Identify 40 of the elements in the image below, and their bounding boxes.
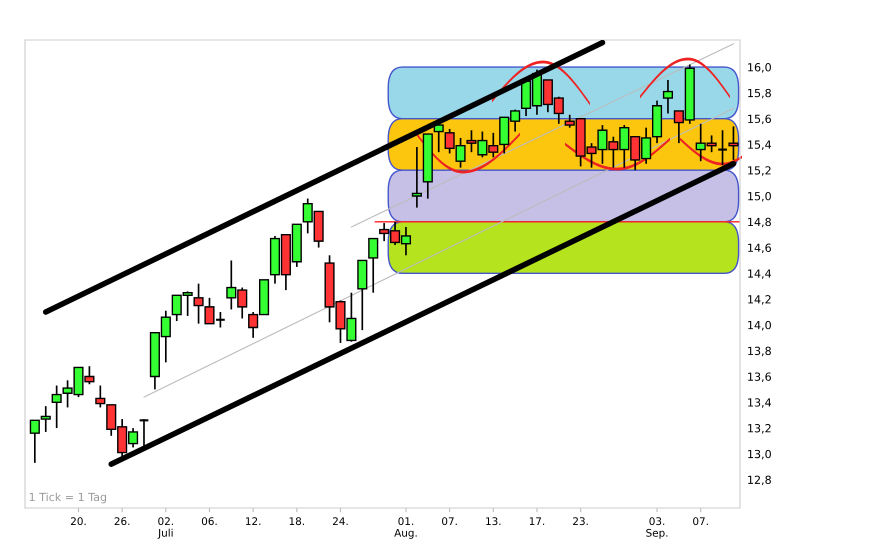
candlestick	[40, 405, 51, 433]
candlestick	[662, 79, 674, 114]
y-tick-label: 13,4	[748, 398, 772, 408]
y-tick-label: 16,0	[748, 63, 771, 73]
y-tick-label: 14,4	[748, 269, 772, 279]
y-tick-label: 13,0	[748, 450, 771, 460]
y-tick-label: 15,6	[748, 114, 771, 124]
y-tick-label: 13,2	[748, 424, 771, 434]
y-tick-label: 15,8	[748, 88, 771, 98]
x-tick-label: 24.	[332, 517, 348, 525]
y-tick-label: 14,2	[748, 295, 771, 305]
candlestick	[52, 384, 62, 429]
x-tick-label: 06.	[202, 517, 217, 526]
x-tick-label: 20.	[70, 517, 86, 526]
candlestick	[30, 419, 40, 464]
x-tick-label: 13.	[486, 517, 500, 526]
y-tick-label: 14,6	[748, 244, 771, 254]
y-tick-label: 14,8	[748, 218, 771, 228]
candlestick	[368, 238, 378, 294]
y-tick-label: 13,6	[748, 372, 771, 382]
y-tick-label: 15,0	[748, 192, 771, 202]
x-tick-label: 26.	[114, 517, 130, 526]
x-tick-label: 03. Sep.	[646, 517, 668, 539]
candlestick	[138, 418, 150, 447]
y-tick-label: 13,8	[748, 346, 771, 356]
y-tick-label: 12,8	[748, 476, 771, 486]
x-tick-label: 23.	[573, 517, 588, 526]
x-tick-label: 07.	[442, 517, 457, 526]
y-tick-label: 14,0	[748, 320, 771, 330]
x-tick-label: 07.	[693, 517, 708, 526]
x-tick-label: 18.	[290, 517, 304, 526]
x-tick-label: 12.	[246, 517, 260, 525]
y-tick-label: 15,4	[748, 140, 772, 150]
x-tick-label: 02. Juli	[158, 517, 173, 539]
candlestick	[434, 124, 444, 153]
x-tick-label: 17.	[530, 517, 544, 525]
annotation: 1 Tick = 1 Tag	[30, 492, 106, 504]
candlestick	[412, 146, 422, 208]
x-tick-label: 01. Aug.	[394, 517, 417, 539]
y-tick-label: 15,2	[748, 166, 771, 176]
